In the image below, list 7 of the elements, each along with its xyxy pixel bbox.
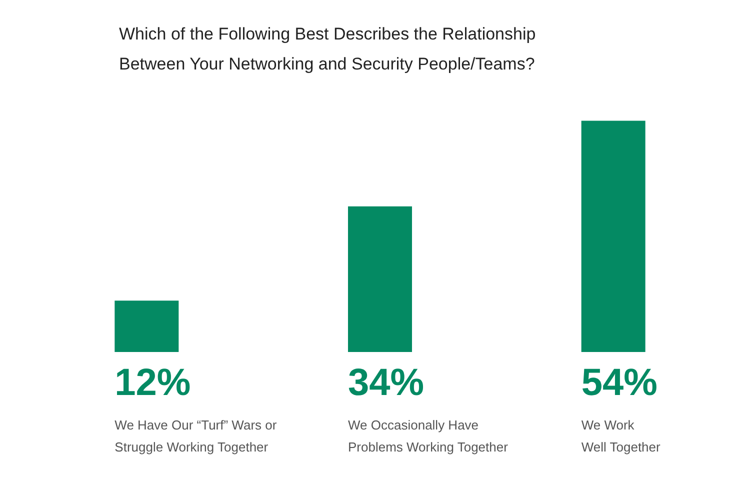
- x-tick-label: We Work Well Together: [581, 418, 662, 454]
- data-label: 12%: [114, 362, 191, 404]
- chart-title: Which of the Following Best Describes the Relationship Between Your Networking and Security People/Teams?: [119, 24, 536, 74]
- x-tick-label: We Have Our “Turf” Wars or Struggle Working Together: [114, 418, 278, 454]
- data-label: 34%: [348, 362, 424, 404]
- data-label: 54%: [581, 362, 658, 404]
- x-tick-label: We Occasionally Have Problems Working Together: [348, 418, 509, 454]
